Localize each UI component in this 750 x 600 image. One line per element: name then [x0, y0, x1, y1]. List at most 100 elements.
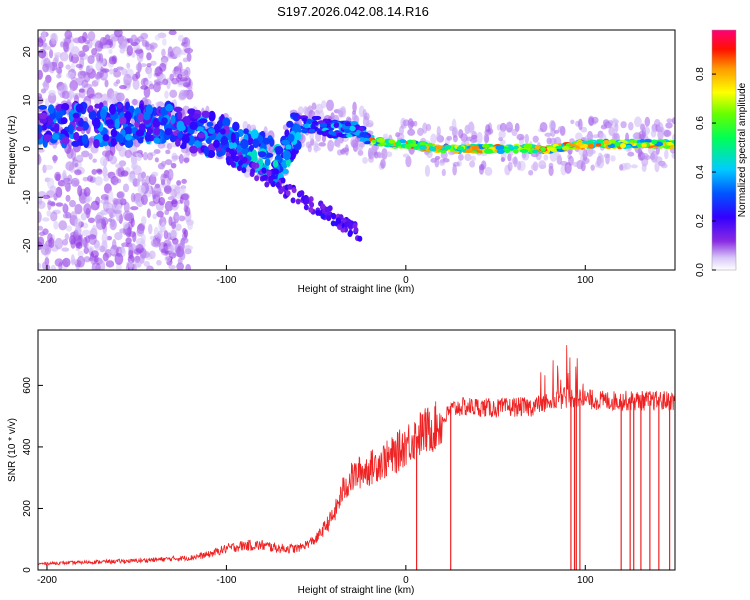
spectrogram-cell: [137, 172, 144, 182]
spectrogram-cell: [198, 118, 208, 124]
spectrogram-cell: [663, 129, 672, 137]
spectrogram-cell: [287, 183, 293, 190]
spectrogram-cell: [83, 187, 91, 197]
spectrogram-cell: [458, 153, 464, 161]
spectrogram-cell: [436, 132, 442, 142]
spectrogram-cell: [588, 116, 595, 127]
spectrogram-cell: [178, 153, 184, 164]
snr-panel: -200 -100 0 100 0 200 400 600 Height of straig…: [7, 329, 676, 596]
spectrogram-cell: [76, 255, 86, 268]
spectrogram-cell: [101, 150, 111, 157]
spectrogram-cell: [62, 170, 67, 179]
spectrogram-cell: [192, 113, 201, 119]
spectrogram-cell: [258, 158, 264, 168]
spectrogram-cell: [141, 178, 146, 187]
spectrogram-cell: [167, 51, 175, 59]
spectrogram-cell: [307, 143, 312, 153]
spectrogram-cell: [225, 156, 231, 163]
spectrogram-cell: [147, 266, 153, 270]
spectrogram-cell: [297, 115, 303, 120]
spectrogram-cell: [285, 190, 291, 197]
spectrogram-cell: [557, 126, 564, 133]
spectrogram-cell: [620, 121, 627, 129]
spectrogram-cell: [158, 196, 166, 206]
snr-frame: [37, 329, 676, 571]
spectrogram-cell: [568, 143, 576, 147]
spectrogram-cell: [549, 119, 556, 132]
spectrogram-cell: [516, 160, 522, 171]
spectrogram-cell: [102, 44, 110, 50]
spectrogram-cell: [671, 140, 675, 144]
spectrogram-cell: [179, 239, 185, 250]
spectrogram-cell: [336, 217, 342, 224]
spectrogram-cell: [264, 158, 271, 166]
spectrogram-cell: [146, 62, 152, 68]
spectrogram-cell: [230, 161, 236, 168]
spectrogram-cell: [84, 39, 90, 45]
spectrogram-cell: [147, 152, 154, 161]
spectrogram-cell: [105, 119, 114, 125]
spectrogram-cell: [208, 110, 216, 122]
spectrogram-cell: [250, 129, 259, 140]
spectrogram-cell: [625, 144, 632, 149]
spectrogram-cell: [641, 163, 647, 172]
spectrogram-cell: [567, 150, 573, 155]
spectrogram-cell: [93, 117, 101, 129]
spectrogram-cell: [236, 144, 242, 154]
spectrogram-cell: [238, 159, 244, 166]
spectrogram-cell: [470, 155, 476, 162]
spectrogram-cell: [65, 72, 75, 79]
spectrogram-cell: [347, 231, 353, 238]
spectrogram-cell: [481, 143, 490, 148]
spectrogram-cell: [194, 139, 203, 148]
spectrogram-cell: [156, 81, 164, 86]
spectrogram-cell: [140, 194, 148, 206]
spectrogram-cell: [41, 30, 47, 41]
colorbar-tick-label: 0.6: [695, 116, 706, 130]
spectrogram-cell: [161, 48, 166, 58]
spectrogram-cell: [176, 120, 185, 132]
spectrogram-cell: [330, 141, 336, 147]
spectrogram-cell: [345, 133, 353, 138]
spectrogram-cell: [649, 153, 656, 161]
spectrogram-x-tick-label: 100: [577, 275, 594, 286]
spectrogram-cell: [588, 149, 596, 155]
spectrogram-cell: [153, 137, 161, 144]
spectrogram-cell: [126, 45, 134, 56]
spectrogram-cell: [90, 202, 98, 211]
spectrogram-cell: [556, 153, 562, 158]
spectrogram-cell: [177, 111, 183, 120]
spectrogram-cell: [181, 135, 190, 144]
spectrogram-cell: [53, 220, 59, 230]
spectrogram-cell: [168, 30, 177, 36]
spectrogram-cell: [95, 262, 101, 270]
spectrogram-cell: [232, 121, 240, 132]
spectrogram-cell: [351, 139, 359, 148]
spectrogram-cell: [434, 157, 440, 168]
spectrogram-cell: [74, 218, 82, 229]
spectrogram-cell: [544, 132, 552, 137]
spectrogram-cell: [74, 203, 83, 215]
spectrogram-cell: [38, 153, 41, 165]
spectrogram-cell: [128, 105, 135, 114]
spectrogram-cell: [53, 123, 60, 133]
spectrogram-cell: [61, 136, 70, 145]
spectrogram-cell: [164, 159, 173, 166]
spectrogram-cell: [119, 228, 128, 234]
spectrogram-cell: [102, 134, 110, 142]
spectrogram-cell: [162, 38, 167, 46]
spectrogram-cell: [169, 89, 178, 98]
spectrogram-cell: [219, 128, 226, 135]
spectrogram-cell: [362, 157, 368, 164]
spectrogram-cell: [444, 144, 452, 150]
spectrogram-cell: [38, 148, 45, 153]
spectrogram-cell: [146, 127, 153, 135]
spectrogram-cell: [119, 198, 127, 206]
spectrogram-cell: [170, 229, 177, 239]
spectrogram-cell: [48, 237, 55, 249]
spectrogram-cell: [75, 125, 84, 132]
spectrogram-cell: [147, 223, 153, 235]
spectrogram-cell: [582, 157, 590, 165]
spectrogram-cell: [603, 153, 611, 159]
spectrogram-cell: [91, 262, 97, 270]
